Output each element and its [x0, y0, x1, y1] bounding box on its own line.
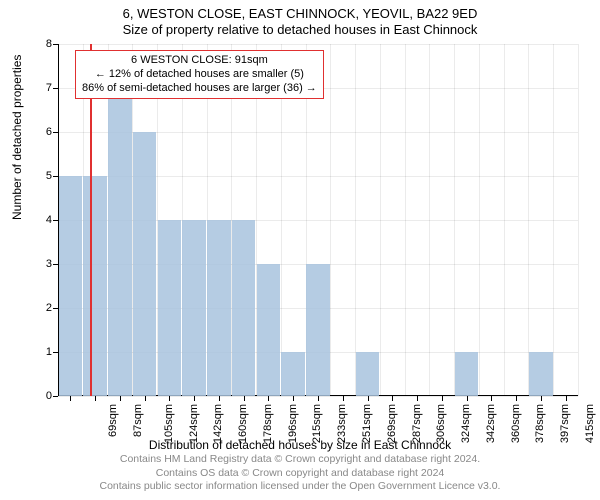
y-tick-label: 0 — [12, 390, 52, 402]
annotation-line2: ← 12% of detached houses are smaller (5) — [82, 68, 317, 82]
histogram-bar — [133, 132, 157, 396]
x-tick-label: 196sqm — [287, 404, 299, 443]
gridline-v — [380, 44, 381, 396]
gridline-v — [355, 44, 356, 396]
histogram-bar — [529, 352, 553, 396]
footer-line1: Contains HM Land Registry data © Crown c… — [0, 453, 600, 467]
gridline-v — [504, 44, 505, 396]
x-tick-mark — [566, 396, 567, 401]
histogram-bar — [158, 220, 182, 396]
x-tick-label: 233sqm — [336, 404, 348, 443]
x-tick-mark — [318, 396, 319, 401]
x-tick-mark — [417, 396, 418, 401]
x-tick-label: 69sqm — [107, 404, 119, 437]
x-tick-label: 142sqm — [213, 404, 225, 443]
x-tick-label: 378sqm — [534, 404, 546, 443]
x-tick-mark — [70, 396, 71, 401]
chart-title-line2: Size of property relative to detached ho… — [0, 22, 600, 37]
x-tick-mark — [95, 396, 96, 401]
footer-line2: Contains OS data © Crown copyright and d… — [0, 467, 600, 481]
annotation-line1: 6 WESTON CLOSE: 91sqm — [82, 54, 317, 68]
y-tick-label: 5 — [12, 170, 52, 182]
histogram-bar — [83, 176, 107, 396]
y-tick-label: 2 — [12, 302, 52, 314]
x-tick-label: 306sqm — [435, 404, 447, 443]
x-tick-mark — [293, 396, 294, 401]
y-tick-label: 1 — [12, 346, 52, 358]
x-tick-mark — [120, 396, 121, 401]
histogram-bar — [108, 88, 132, 396]
x-tick-mark — [491, 396, 492, 401]
y-tick-label: 6 — [12, 126, 52, 138]
gridline-v — [405, 44, 406, 396]
footer-attribution: Contains HM Land Registry data © Crown c… — [0, 453, 600, 494]
histogram-bar — [182, 220, 206, 396]
x-tick-label: 215sqm — [312, 404, 324, 443]
gridline-v — [528, 44, 529, 396]
gridline-h — [58, 44, 578, 45]
histogram-bar — [306, 264, 330, 396]
x-tick-label: 397sqm — [559, 404, 571, 443]
x-tick-mark — [368, 396, 369, 401]
x-tick-label: 415sqm — [584, 404, 596, 443]
histogram-bar — [232, 220, 256, 396]
y-tick-label: 8 — [12, 38, 52, 50]
x-tick-mark — [268, 396, 269, 401]
histogram-bar — [257, 264, 281, 396]
x-tick-label: 324sqm — [460, 404, 472, 443]
x-tick-label: 178sqm — [262, 404, 274, 443]
annotation-line3: 86% of semi-detached houses are larger (… — [82, 82, 317, 96]
x-tick-label: 105sqm — [163, 404, 175, 443]
x-tick-label: 87sqm — [132, 404, 144, 437]
x-tick-label: 269sqm — [386, 404, 398, 443]
x-tick-mark — [145, 396, 146, 401]
gridline-v — [429, 44, 430, 396]
x-tick-mark — [516, 396, 517, 401]
x-tick-mark — [541, 396, 542, 401]
gridline-v — [454, 44, 455, 396]
x-tick-mark — [244, 396, 245, 401]
annotation-callout: 6 WESTON CLOSE: 91sqm← 12% of detached h… — [75, 50, 324, 99]
footer-line3: Contains public sector information licen… — [0, 480, 600, 494]
gridline-v — [578, 44, 579, 396]
x-tick-label: 251sqm — [361, 404, 373, 443]
x-tick-mark — [467, 396, 468, 401]
histogram-bar — [207, 220, 231, 396]
y-tick-label: 7 — [12, 82, 52, 94]
x-tick-label: 124sqm — [188, 404, 200, 443]
y-tick-label: 4 — [12, 214, 52, 226]
x-tick-mark — [343, 396, 344, 401]
x-tick-mark — [392, 396, 393, 401]
x-tick-mark — [194, 396, 195, 401]
x-tick-label: 360sqm — [510, 404, 522, 443]
y-tick-mark — [53, 396, 58, 397]
chart-title-line1: 6, WESTON CLOSE, EAST CHINNOCK, YEOVIL, … — [0, 6, 600, 21]
x-tick-label: 342sqm — [485, 404, 497, 443]
histogram-bar — [281, 352, 305, 396]
x-tick-mark — [169, 396, 170, 401]
y-tick-label: 3 — [12, 258, 52, 270]
histogram-bar — [455, 352, 479, 396]
gridline-v — [553, 44, 554, 396]
x-tick-mark — [219, 396, 220, 401]
x-tick-label: 160sqm — [237, 404, 249, 443]
gridline-v — [330, 44, 331, 396]
histogram-bar — [356, 352, 380, 396]
histogram-bar — [59, 176, 83, 396]
x-tick-label: 287sqm — [411, 404, 423, 443]
gridline-v — [479, 44, 480, 396]
x-tick-mark — [442, 396, 443, 401]
